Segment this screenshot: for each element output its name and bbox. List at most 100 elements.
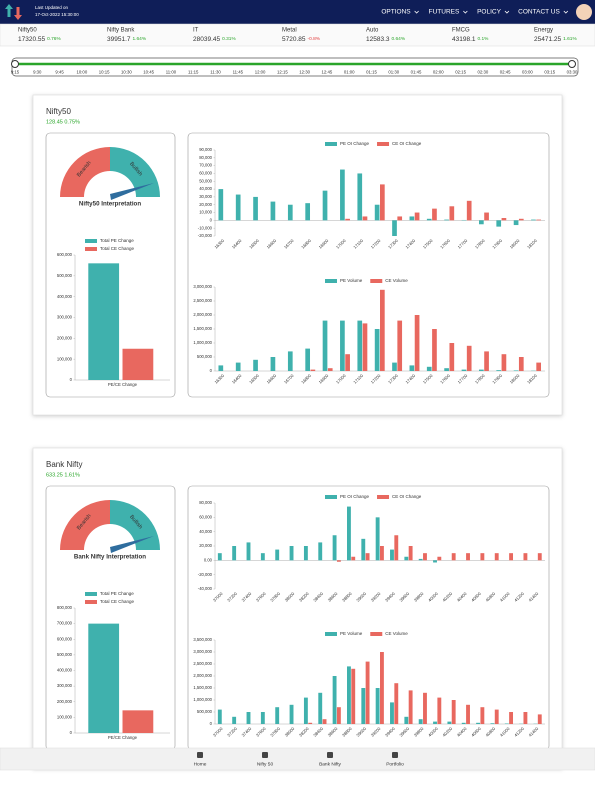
legend-label: PE Volume — [340, 278, 363, 283]
ticker-price: 17320.55 — [18, 36, 45, 43]
footer-label[interactable]: Portfolio — [386, 761, 404, 767]
bar — [447, 721, 452, 724]
bar — [518, 357, 524, 371]
nav-chevron — [414, 10, 419, 14]
bar — [336, 707, 341, 724]
bar — [347, 506, 351, 561]
panel-title: Bank Nifty — [46, 460, 82, 469]
y-tick-label: 90,000 — [199, 147, 212, 152]
bar — [432, 329, 437, 371]
bar — [426, 218, 432, 221]
footer-icon — [197, 752, 203, 758]
bar — [494, 553, 499, 561]
footer-bar — [0, 747, 595, 771]
bar — [496, 370, 502, 371]
ticker-value: 12583.3 0.64% — [366, 36, 406, 43]
bar — [253, 196, 258, 221]
ticker-price: 5720.85 — [282, 36, 306, 43]
ticker-value: 39951.7 1.64% — [107, 36, 147, 43]
bar — [260, 712, 265, 724]
footer-label[interactable]: Home — [194, 761, 207, 767]
legend-label: PE OI Change — [340, 141, 370, 146]
avatar[interactable] — [576, 4, 592, 20]
timeline-label: 01:15 — [366, 70, 377, 75]
bar — [122, 710, 154, 733]
ticker-name: Nifty50 — [18, 28, 37, 34]
y-tick-label: 100,000 — [57, 714, 73, 719]
gauge-label: Bank Nifty Interpretation — [74, 554, 146, 561]
bar — [340, 320, 345, 371]
y-tick-label: 0 — [210, 721, 213, 726]
bar — [501, 354, 507, 371]
ticker-value: 28039.45 0.31% — [193, 36, 236, 43]
legend-swatch — [377, 142, 390, 146]
y-tick-label: 60,000 — [199, 171, 212, 176]
legend-label: PE Volume — [340, 631, 363, 636]
bar — [308, 722, 313, 724]
bar — [362, 216, 368, 221]
chart-box — [187, 132, 550, 398]
bar — [318, 542, 323, 561]
bar — [305, 203, 311, 221]
bar — [523, 712, 528, 724]
bar — [260, 553, 265, 561]
bar — [374, 329, 380, 371]
timeline-label: 10:15 — [99, 70, 110, 75]
bar — [409, 365, 415, 371]
nav-item[interactable]: CONTACT US — [518, 9, 560, 16]
legend-swatch — [325, 279, 337, 283]
y-tick-label: 3,000,000 — [193, 649, 212, 654]
bar — [397, 320, 403, 371]
bar — [479, 220, 484, 225]
bar — [392, 220, 397, 236]
y-tick-label: 80,000 — [199, 155, 212, 160]
bar — [466, 553, 470, 561]
timeline-label: 11:00 — [166, 70, 177, 75]
legend-label: CE Volume — [385, 631, 408, 636]
y-tick-label: 2,000,000 — [193, 312, 212, 317]
y-tick-label: 700,000 — [57, 621, 73, 626]
ticker-value: 43198.1 0.1% — [452, 36, 489, 43]
legend-swatch — [370, 632, 383, 636]
bar — [340, 169, 345, 221]
timeline-label: 02:45 — [500, 70, 511, 75]
gauge-needle — [110, 536, 154, 553]
bar — [408, 690, 413, 724]
bar — [322, 719, 327, 724]
y-tick-label: 1,000,000 — [193, 697, 212, 702]
footer-label[interactable]: Bank Nifty — [319, 761, 341, 767]
nav-item[interactable]: FUTURES — [429, 9, 460, 16]
bar — [408, 546, 413, 561]
bar — [305, 348, 311, 371]
bar — [394, 683, 399, 724]
ticker-change: 0.1% — [478, 36, 490, 42]
nav-item[interactable]: OPTIONS — [381, 9, 411, 16]
panel-change: 633.25 1.61% — [46, 472, 80, 478]
timeline-label: 01:00 — [344, 70, 355, 75]
y-tick-label: 60,000 — [199, 514, 212, 519]
bar — [235, 362, 241, 371]
timeline-label: 03:15 — [544, 70, 555, 75]
y-tick-label: 0 — [210, 368, 213, 373]
footer-label[interactable]: Nifty 50 — [257, 761, 274, 767]
bar — [433, 560, 437, 563]
timeline-label: 12:15 — [277, 70, 288, 75]
ticker-change: 0.64% — [392, 36, 406, 42]
timeline-handle[interactable] — [568, 60, 576, 68]
bar — [88, 623, 120, 733]
bar — [437, 556, 442, 561]
ticker-value: 5720.85 -0.8% — [282, 36, 321, 43]
bar — [484, 351, 489, 371]
bar — [449, 206, 455, 221]
bar — [414, 315, 420, 371]
bar — [536, 219, 542, 221]
ticker-change: -0.8% — [308, 36, 321, 42]
y-tick-label: 1,000,000 — [193, 340, 212, 345]
bar — [476, 722, 481, 724]
logo-down — [14, 7, 22, 20]
nav-item[interactable]: POLICY — [477, 9, 502, 16]
bar — [246, 712, 251, 724]
bar — [518, 218, 524, 221]
ticker-name: FMCG — [452, 28, 470, 34]
timeline-handle[interactable] — [11, 60, 19, 68]
